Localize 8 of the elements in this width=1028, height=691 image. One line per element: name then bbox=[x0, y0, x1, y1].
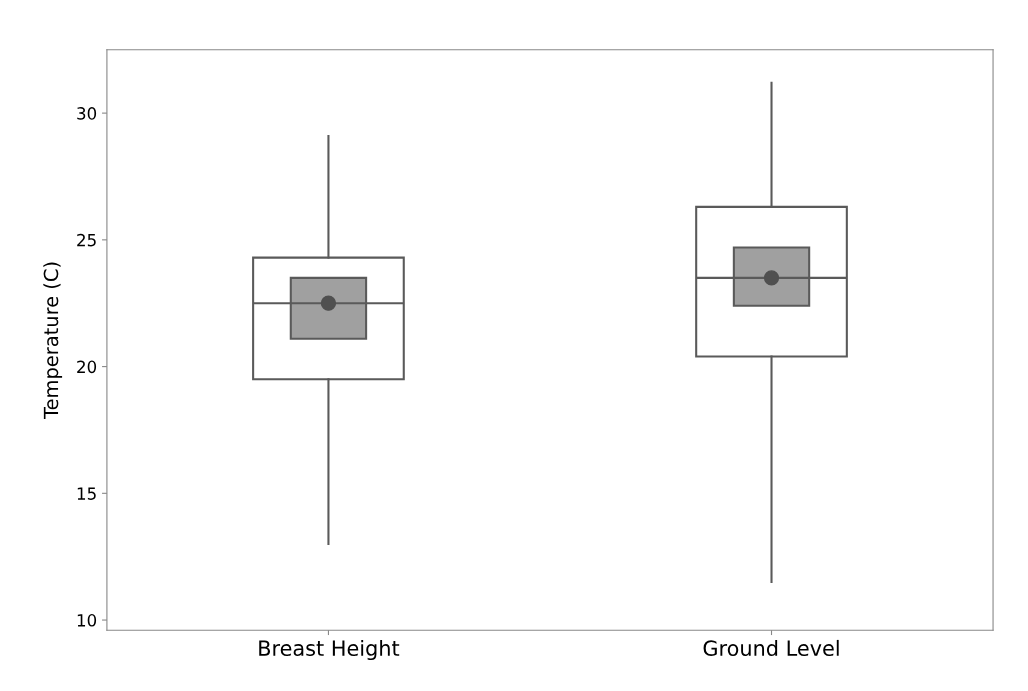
y-tick-label: 30 bbox=[77, 107, 97, 120]
y-tick-label: 25 bbox=[77, 233, 96, 247]
y-tick-label: 20 bbox=[77, 360, 97, 374]
y-axis-title: Temperature (C) bbox=[43, 262, 63, 420]
y-tick-label: 10 bbox=[77, 614, 97, 627]
x-tick-label: Breast Height bbox=[259, 639, 400, 661]
y-tick-label: 15 bbox=[77, 487, 96, 500]
x-tick-label: Ground Level bbox=[703, 639, 839, 657]
